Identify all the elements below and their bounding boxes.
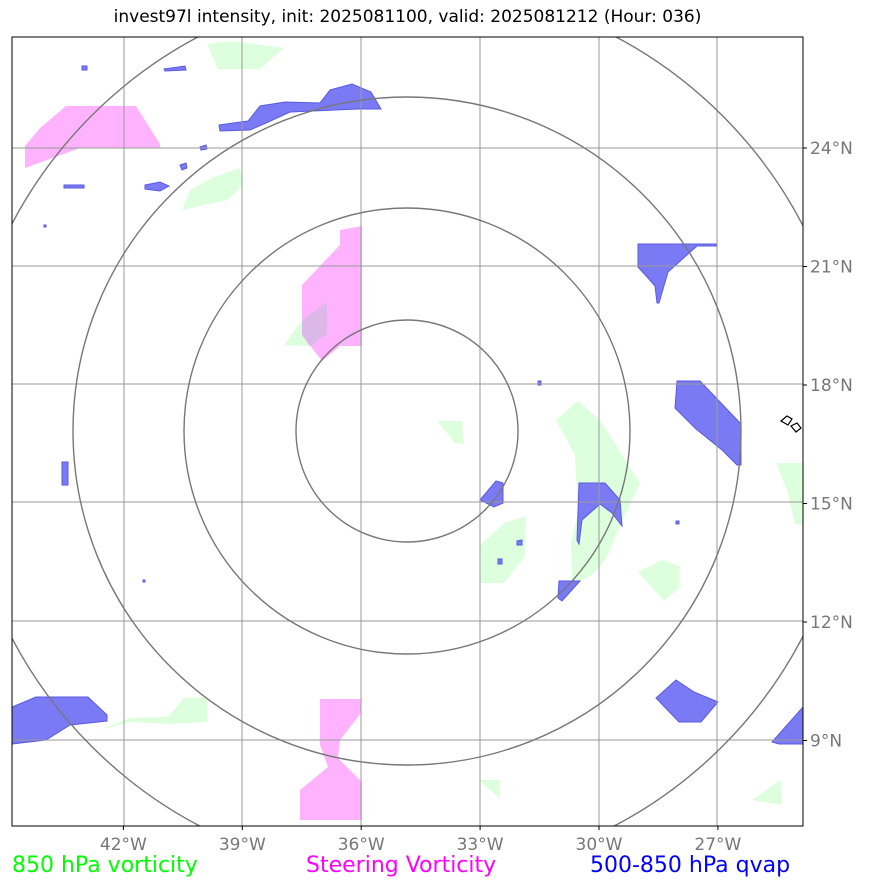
graticule [12,37,803,826]
qvap-layer [12,65,803,745]
lon-tick-label: 33°W [457,835,504,855]
lat-tick-label: 15°N [810,495,853,515]
lon-tick-label: 42°W [100,835,147,855]
range-ring-3 [72,96,742,766]
lat-tick-label: 18°N [810,376,853,396]
legend-850-vorticity: 850 hPa vorticity [12,853,198,878]
lat-tick-label: 9°N [810,732,842,752]
latitude-axis: 24°N 21°N 18°N 15°N 12°N 9°N [803,139,853,752]
longitude-axis: 42°W 39°W 36°W 33°W 30°W 27°W [100,826,742,855]
lon-tick-label: 39°W [219,835,266,855]
lon-tick-label: 27°W [694,835,741,855]
range-rings [12,37,803,826]
range-ring-1 [295,319,519,543]
lat-tick-label: 24°N [810,139,853,159]
range-ring-2 [183,207,631,655]
legend-steering-vorticity: Steering Vorticity [306,853,497,878]
lat-tick-label: 21°N [810,258,853,278]
lon-tick-label: 36°W [338,835,385,855]
plot-frame [11,36,804,827]
lat-tick-label: 12°N [810,613,853,633]
map-title: invest97l intensity, init: 2025081100, v… [113,7,702,27]
overlap-region [302,302,327,346]
coastline [779,415,802,433]
legend-qvap: 500-850 hPa qvap [590,853,791,878]
lon-tick-label: 30°W [576,835,623,855]
